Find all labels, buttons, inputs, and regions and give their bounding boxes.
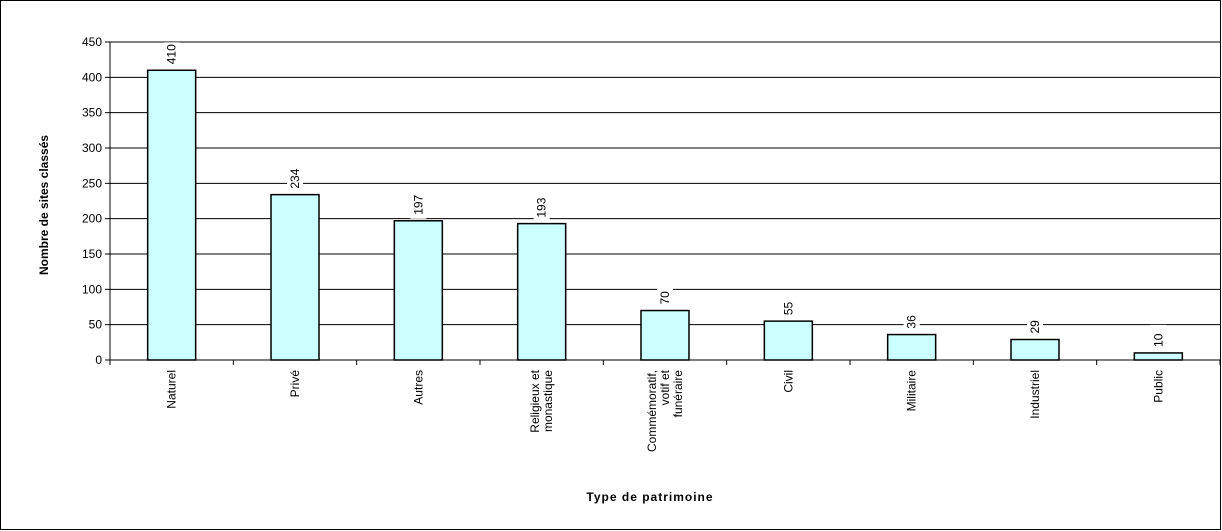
x-tick-label-line: Industriel (1028, 370, 1042, 419)
x-tick-label-line: votif et (658, 369, 672, 405)
x-tick-label: Militaire (905, 370, 919, 412)
x-tick-label-line: Commémoratif, (645, 370, 659, 452)
bar (763, 320, 814, 361)
bar-value-label: 36 (905, 315, 919, 329)
x-tick-label-line: Public (1151, 370, 1165, 403)
x-tick-label-line: funéraire (671, 370, 685, 418)
bar (393, 220, 444, 361)
value-label-bg (903, 306, 920, 333)
y-tick-label: 400 (82, 70, 102, 84)
y-tick-label: 450 (82, 35, 102, 49)
y-tick-label: 250 (82, 176, 102, 190)
y-tick-label: 100 (82, 282, 102, 296)
y-axis-title: Nombre de sites classés (37, 135, 51, 275)
x-tick-label-line: Militaire (905, 370, 919, 412)
value-label-bg (533, 195, 550, 222)
bar (146, 69, 197, 361)
bar-value-label: 197 (411, 194, 425, 214)
bar-value-label: 55 (781, 301, 795, 315)
x-tick-label: Naturel (165, 370, 179, 409)
x-tick-label-line: Religieux et (528, 369, 542, 432)
x-tick-label: Industriel (1028, 370, 1042, 419)
y-tick-label: 0 (95, 353, 102, 367)
x-tick-label: Autres (411, 370, 425, 405)
value-label-bg (780, 293, 797, 320)
bar-value-label: 10 (1151, 333, 1165, 347)
bar (516, 222, 567, 361)
bar-value-label: 410 (165, 44, 179, 64)
x-tick-label: Public (1151, 370, 1165, 403)
y-tick-label: 350 (82, 106, 102, 120)
x-axis-ticks: Naturel Privé Autres Religieux etmonastique… (109, 360, 1221, 452)
x-tick-label: Religieux etmonastique (528, 369, 555, 432)
bar-value-label: 70 (658, 291, 672, 305)
y-tick-label: 300 (82, 141, 102, 155)
x-tick-label: Commémoratif,votif etfunéraire (645, 369, 685, 452)
value-labels: 410 234 197 193 70 55 36 29 10 (163, 42, 1167, 351)
x-tick-label: Privé (288, 370, 302, 398)
x-tick-label: Civil (781, 370, 795, 393)
y-tick-label: 200 (82, 212, 102, 226)
x-tick-label-line: Naturel (165, 370, 179, 409)
bar-value-label: 193 (535, 197, 549, 217)
bar (1133, 352, 1184, 361)
y-axis-ticks: 0 50 100 150 200 250 300 350 400 450 (82, 35, 110, 367)
bar (886, 333, 937, 361)
value-label-bg (410, 192, 427, 219)
bar (1010, 338, 1060, 361)
bar-value-label: 234 (288, 168, 302, 188)
x-tick-label-line: Civil (781, 370, 795, 393)
value-label-bg (287, 166, 303, 193)
y-tick-label: 50 (89, 318, 103, 332)
bar (270, 193, 320, 361)
x-tick-label-line: monastique (541, 370, 555, 432)
value-label-bg (163, 42, 180, 69)
x-tick-label-line: Privé (288, 370, 302, 398)
value-label-bg (657, 282, 673, 309)
bar (640, 309, 690, 361)
bar-value-label: 29 (1028, 320, 1042, 334)
value-label-bg (1150, 324, 1167, 351)
value-label-bg (1027, 311, 1043, 338)
y-tick-label: 150 (82, 247, 102, 261)
x-tick-label-line: Autres (411, 370, 425, 405)
x-axis-title: Type de patrimoine (586, 490, 713, 504)
